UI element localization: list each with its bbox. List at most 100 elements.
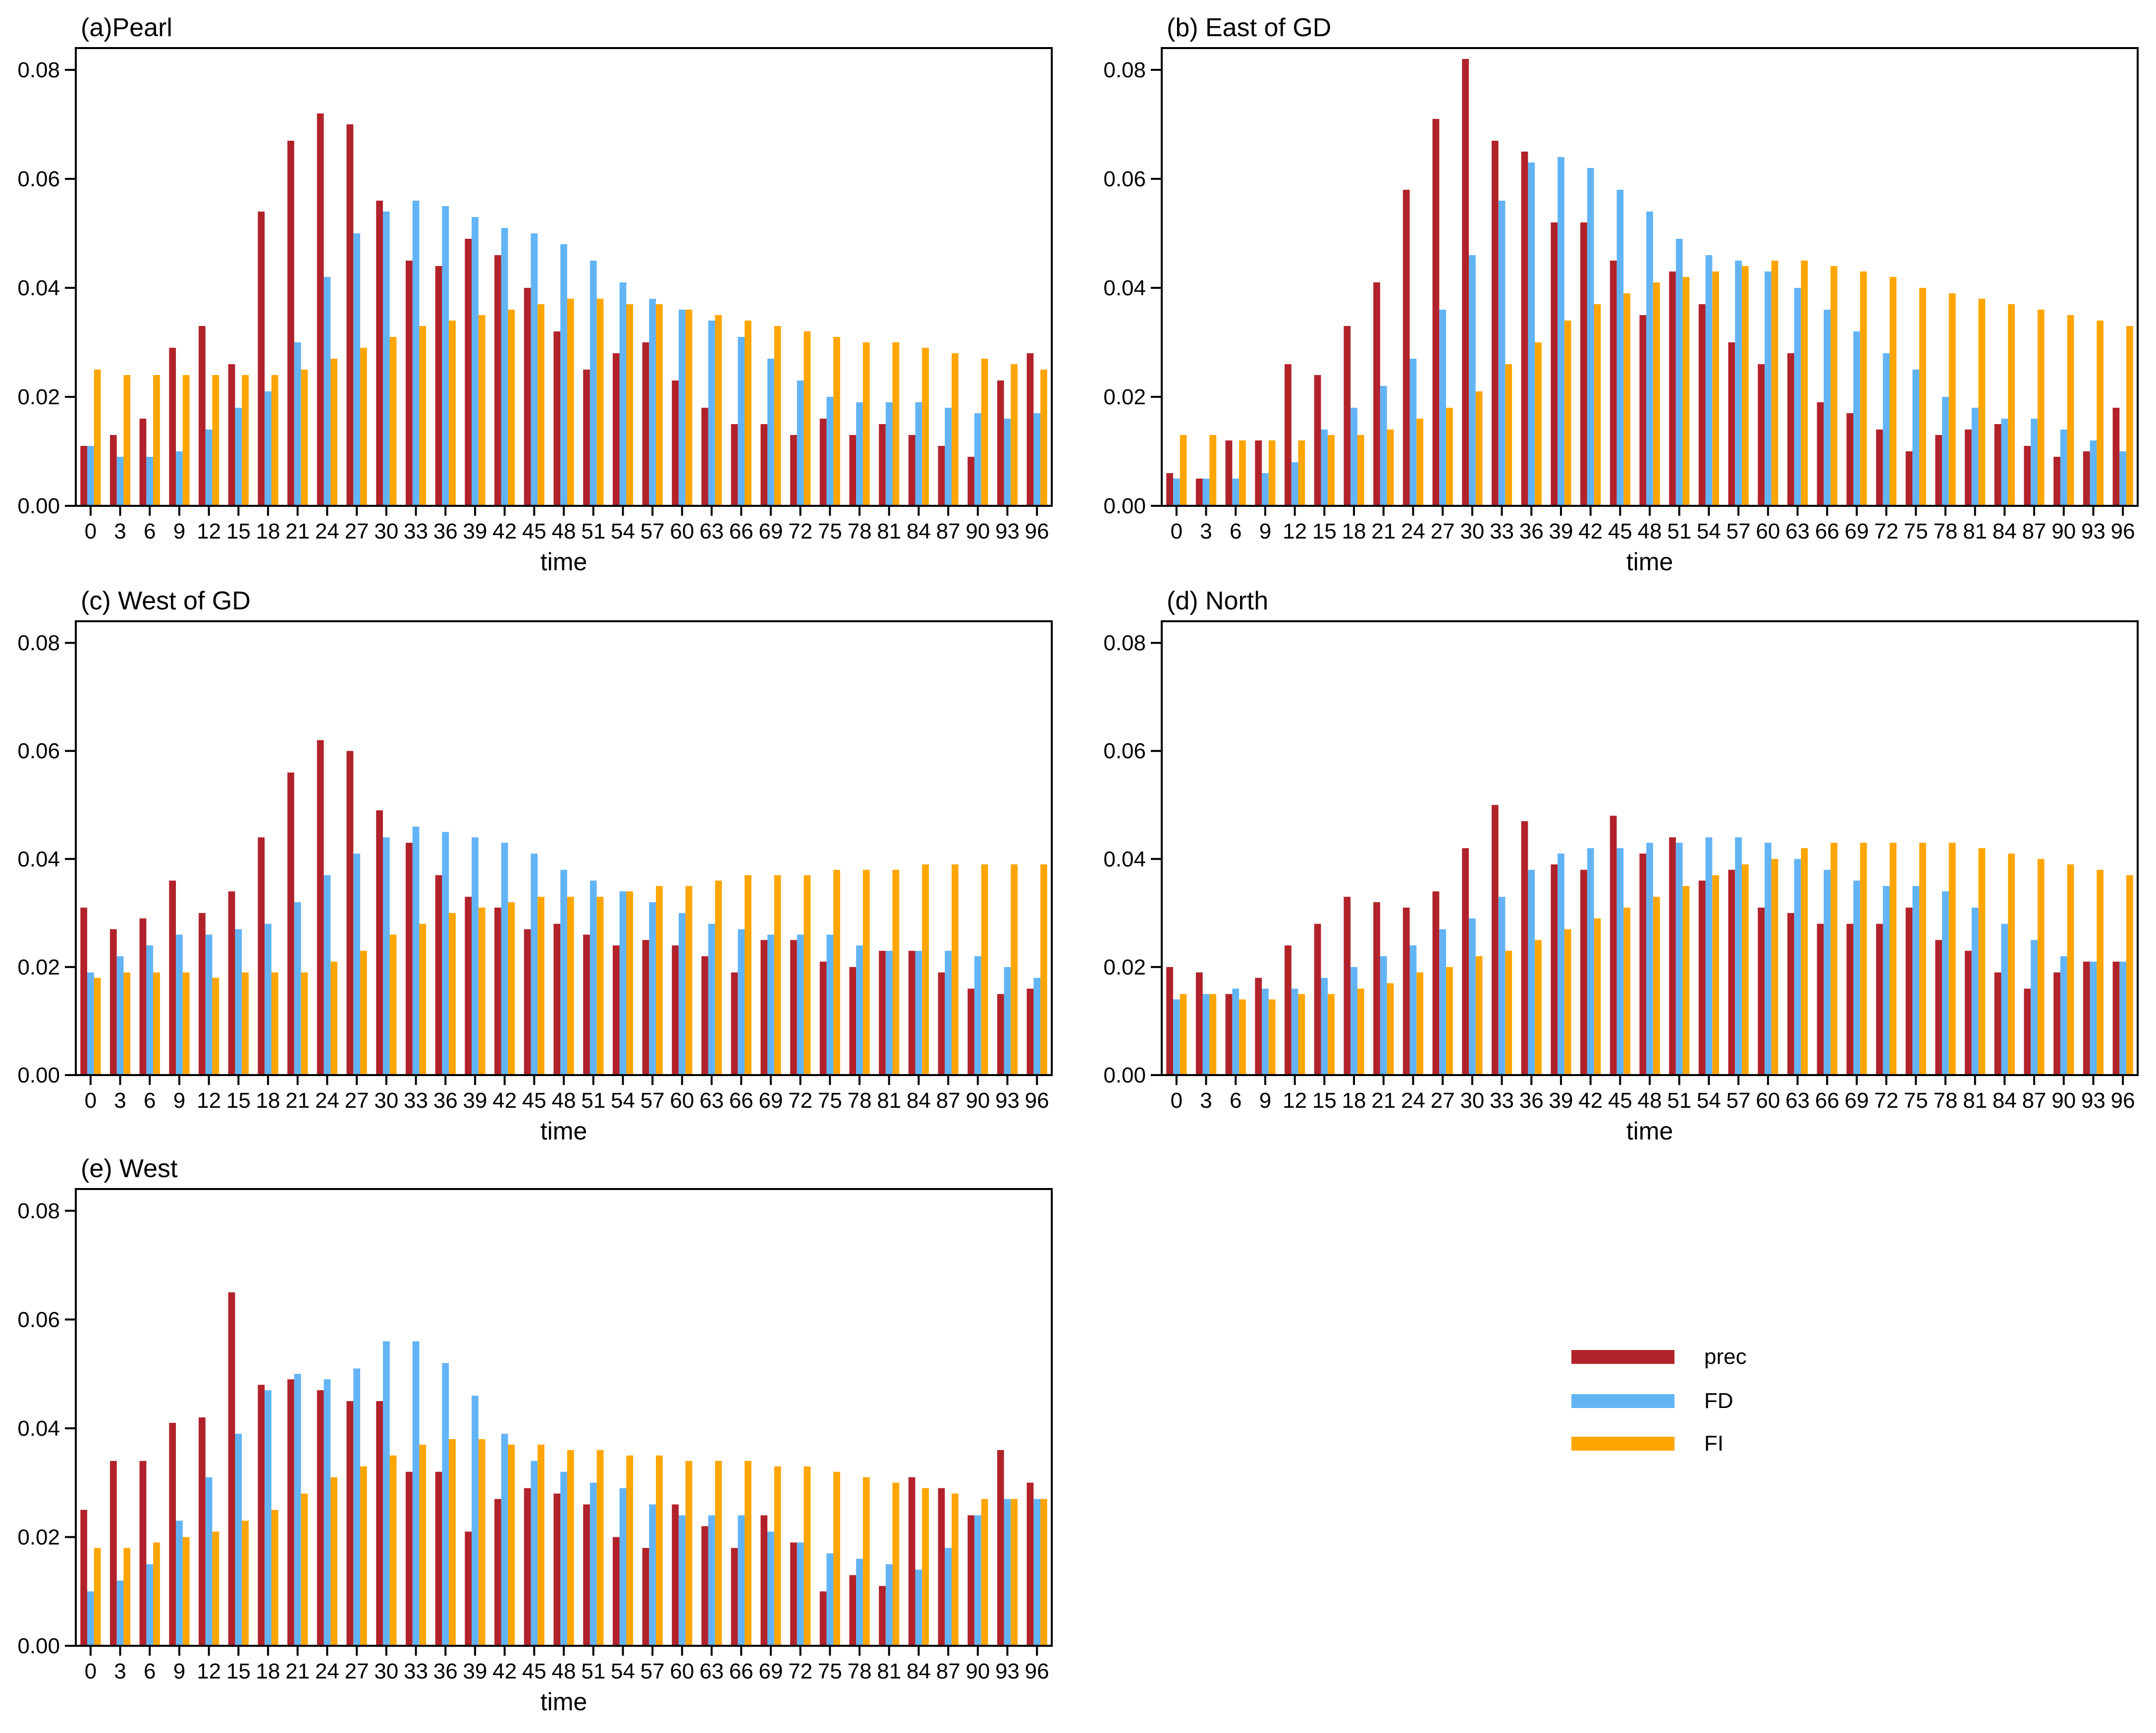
y-tick-label: 0.08	[1103, 631, 1146, 655]
bar	[974, 413, 981, 506]
x-tick-label: 15	[226, 519, 251, 543]
y-tick-label: 0.06	[17, 167, 60, 191]
bar	[1040, 1499, 1047, 1646]
bar	[1468, 918, 1476, 1075]
x-tick-label: 24	[315, 1088, 339, 1113]
bar	[553, 1493, 561, 1646]
chart-title: (b) East of GD	[1167, 13, 1331, 42]
bar	[346, 124, 354, 506]
bar	[405, 843, 413, 1075]
bar	[649, 299, 656, 506]
x-tick-label: 63	[1785, 1088, 1810, 1113]
bar	[1965, 951, 1972, 1075]
bar	[922, 348, 929, 506]
x-tick-label: 87	[936, 519, 961, 543]
bar	[1594, 304, 1601, 506]
bar	[885, 402, 893, 506]
bar	[442, 206, 449, 506]
bar	[346, 1401, 354, 1646]
bar	[1912, 370, 1920, 506]
bar	[738, 337, 745, 506]
x-tick-label: 12	[197, 1088, 221, 1113]
bar	[2067, 315, 2074, 506]
bar	[678, 1515, 686, 1646]
bar	[685, 310, 693, 506]
bar	[974, 956, 981, 1075]
bar	[501, 1433, 508, 1646]
bar	[294, 1374, 301, 1646]
bar	[1535, 940, 1542, 1075]
bar	[435, 266, 442, 506]
bar	[849, 435, 857, 506]
bar	[1675, 239, 1683, 506]
bar	[626, 304, 633, 506]
bar	[922, 864, 929, 1075]
x-tick-label: 75	[818, 519, 842, 543]
bar	[1948, 843, 1956, 1075]
x-tick-label: 69	[758, 1088, 783, 1113]
bar	[1817, 923, 1824, 1075]
bar	[508, 1444, 515, 1646]
x-tick-label: 45	[522, 1088, 546, 1113]
x-tick-label: 66	[1815, 519, 1839, 543]
x-tick-label: 63	[700, 1088, 724, 1113]
x-tick-label: 66	[1815, 1088, 1839, 1113]
x-tick-label: 48	[1638, 1088, 1662, 1113]
bar	[701, 956, 708, 1075]
x-tick-label: 75	[1904, 1088, 1928, 1113]
bar	[1741, 864, 1749, 1075]
bar	[849, 967, 857, 1075]
x-tick-label: 54	[1697, 1088, 1721, 1113]
bar	[524, 288, 531, 506]
bar	[1831, 266, 1837, 506]
bar	[508, 902, 515, 1075]
x-tick-label: 72	[788, 1088, 812, 1113]
bar	[538, 304, 544, 506]
bar	[412, 1341, 420, 1646]
bar	[472, 837, 479, 1075]
x-tick-label: 51	[581, 1659, 605, 1683]
bar	[376, 810, 383, 1075]
bar	[1580, 869, 1587, 1075]
bar	[258, 837, 265, 1075]
bar	[1646, 212, 1653, 506]
chart-title: (d) North	[1167, 587, 1268, 615]
bar	[945, 408, 952, 506]
bar	[790, 1542, 797, 1646]
bar	[1011, 364, 1018, 506]
bar	[2126, 326, 2133, 506]
y-tick-label: 0.04	[17, 1416, 60, 1441]
bar	[715, 880, 722, 1075]
bar	[938, 1488, 945, 1646]
x-tick-label: 84	[1993, 1088, 2017, 1113]
plot-frame	[75, 1188, 1053, 1647]
bar	[228, 1292, 235, 1646]
x-tick-label: 72	[1874, 519, 1898, 543]
bar	[596, 299, 604, 506]
bar	[1758, 907, 1765, 1075]
bar	[685, 1461, 693, 1646]
bar	[1180, 435, 1187, 506]
bar	[301, 1493, 308, 1646]
bar	[1328, 435, 1335, 506]
bar	[330, 962, 338, 1075]
x-tick-label: 51	[1667, 1088, 1691, 1113]
bar	[123, 375, 131, 506]
bar	[2053, 972, 2060, 1075]
x-tick-label: 51	[581, 1088, 605, 1113]
bar	[1505, 951, 1512, 1075]
x-tick-label: 60	[670, 519, 694, 543]
y-tick-label: 0.02	[1103, 385, 1146, 409]
x-tick-label: 24	[1401, 519, 1425, 543]
bar	[360, 1466, 367, 1646]
bar	[235, 408, 242, 506]
bar	[317, 1390, 324, 1646]
bar	[382, 1341, 390, 1646]
bar	[1705, 837, 1713, 1075]
bar	[205, 934, 213, 1075]
bar	[642, 342, 649, 506]
bar	[1639, 315, 1647, 506]
y-tick-label: 0.08	[17, 631, 60, 655]
x-tick-label: 21	[285, 519, 310, 543]
